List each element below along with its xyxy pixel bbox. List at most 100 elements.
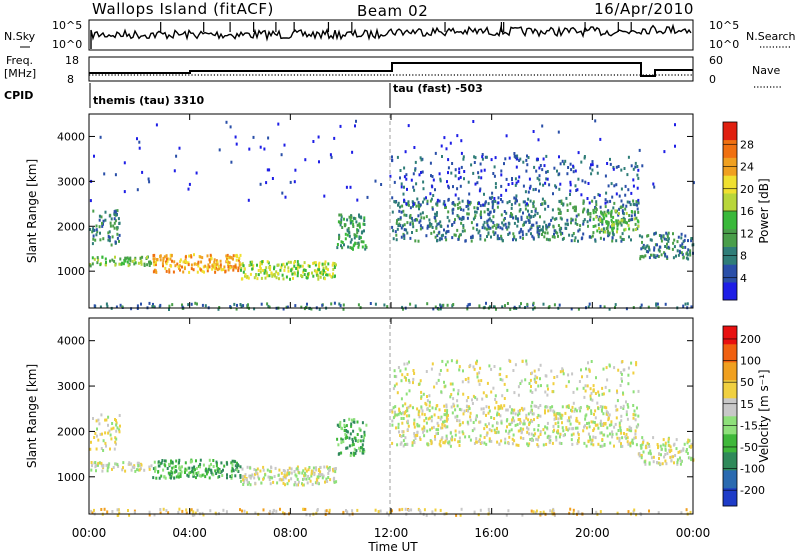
range-gate-cell <box>426 399 429 403</box>
range-gate-cell <box>593 427 596 431</box>
range-gate-cell <box>365 245 368 249</box>
range-gate-cell <box>249 483 252 487</box>
range-gate-cell <box>604 230 607 234</box>
range-gate-cell <box>404 442 407 446</box>
range-gate-cell <box>320 272 323 276</box>
range-gate-cell <box>632 167 635 171</box>
range-gate-cell <box>185 468 188 472</box>
range-gate-cell <box>516 199 518 203</box>
range-gate-cell <box>442 420 445 424</box>
range-gate-cell <box>496 234 499 238</box>
range-gate-cell <box>405 213 408 217</box>
range-gate-cell <box>482 223 485 227</box>
range-gate-cell <box>266 468 269 472</box>
range-gate-cell <box>242 304 245 308</box>
range-gate-cell <box>601 409 603 413</box>
range-gate-cell <box>621 237 624 241</box>
range-gate-cell <box>412 202 415 206</box>
range-gate-cell <box>572 401 575 405</box>
range-gate-cell <box>118 511 121 515</box>
range-gate-cell <box>491 424 494 428</box>
range-gate-cell <box>407 201 410 205</box>
date-title: 16/Apr/2010 <box>594 0 694 18</box>
range-gate-cell <box>456 187 459 191</box>
range-gate-cell <box>115 423 118 427</box>
range-gate-cell <box>657 255 660 258</box>
range-gate-cell <box>360 240 363 244</box>
range-gate-cell <box>340 451 343 455</box>
range-gate-cell <box>336 246 339 250</box>
range-gate-cell <box>660 453 662 457</box>
range-gate-cell <box>683 442 686 446</box>
range-gate-cell <box>273 475 276 478</box>
range-gate-cell <box>91 256 94 260</box>
range-gate-cell <box>94 461 97 464</box>
range-gate-cell <box>210 462 212 466</box>
range-gate-cell <box>417 413 420 417</box>
range-gate-cell <box>478 371 481 375</box>
range-gate-cell <box>479 420 482 424</box>
range-gate-cell <box>113 217 116 221</box>
range-gate-cell <box>460 408 463 412</box>
range-gate-cell <box>594 392 597 395</box>
range-gate-cell <box>515 181 518 185</box>
range-gate-cell <box>287 479 290 483</box>
range-gate-cell <box>212 459 215 462</box>
range-gate-cell <box>607 223 610 227</box>
range-gate-cell <box>355 220 358 224</box>
range-gate-cell <box>497 225 500 229</box>
range-gate-cell <box>466 212 469 216</box>
range-gate-cell <box>168 270 171 274</box>
range-gate-cell <box>686 302 689 306</box>
range-gate-cell <box>420 171 422 174</box>
range-gate-cell <box>207 263 210 267</box>
range-gate-cell <box>487 208 490 212</box>
range-gate-cell <box>154 269 157 273</box>
range-gate-cell <box>666 242 668 246</box>
range-gate-cell <box>92 417 94 420</box>
range-gate-cell <box>468 202 471 206</box>
range-gate-cell <box>330 155 333 159</box>
range-gate-cell <box>584 389 587 393</box>
range-gate-cell <box>564 222 567 226</box>
range-gate-cell <box>611 224 613 227</box>
range-gate-cell <box>430 222 433 226</box>
range-gate-cell <box>594 239 597 243</box>
range-gate-cell <box>416 434 419 437</box>
range-gate-cell <box>600 431 603 435</box>
range-gate-cell <box>456 228 459 232</box>
range-gate-cell <box>552 192 554 196</box>
range-gate-cell <box>457 389 460 393</box>
range-gate-cell <box>655 231 657 235</box>
range-gate-cell <box>442 202 445 206</box>
range-gate-cell <box>454 193 457 197</box>
range-gate-cell <box>317 472 320 476</box>
range-gate-cell <box>548 441 551 445</box>
range-gate-cell <box>562 372 565 376</box>
range-gate-cell <box>317 274 320 278</box>
range-gate-cell <box>635 216 638 220</box>
range-gate-cell <box>423 197 426 201</box>
range-gate-cell <box>423 428 426 432</box>
range-gate-cell <box>532 412 535 416</box>
range-gate-cell <box>361 230 364 234</box>
range-gate-cell <box>475 437 478 441</box>
range-gate-cell <box>667 245 670 249</box>
range-gate-cell <box>467 380 470 384</box>
range-gate-cell <box>665 238 668 241</box>
range-gate-cell <box>661 462 664 466</box>
range-gate-cell <box>207 467 210 471</box>
range-gate-cell <box>619 384 622 387</box>
range-gate-cell <box>139 467 142 471</box>
range-gate-cell <box>664 441 667 445</box>
range-gate-cell <box>500 234 503 238</box>
range-gate-cell <box>667 237 670 241</box>
range-gate-cell <box>621 379 623 383</box>
range-gate-cell <box>392 229 395 233</box>
range-gate-cell <box>444 384 447 388</box>
range-gate-cell <box>539 164 542 167</box>
range-gate-cell <box>475 228 478 232</box>
range-gate-cell <box>308 264 311 268</box>
range-gate-cell <box>639 305 642 309</box>
range-gate-cell <box>405 177 408 181</box>
